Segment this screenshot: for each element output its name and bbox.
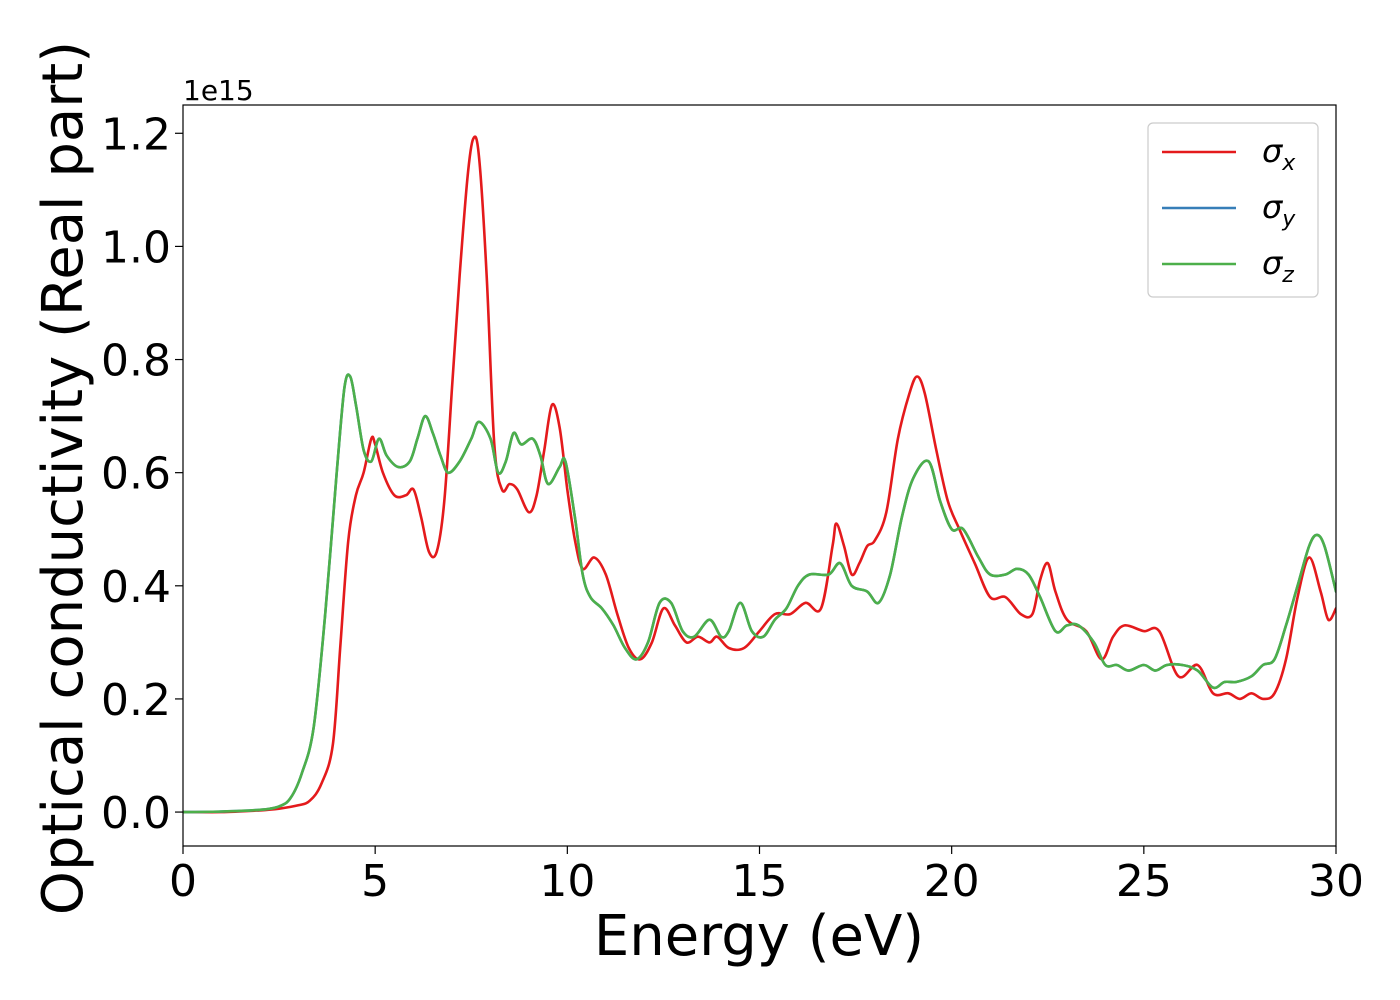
y-tick-label: 0.6 (101, 449, 171, 500)
y-tick-label: 0.2 (101, 675, 171, 726)
legend-label-z: σz (1262, 244, 1294, 288)
legend-label-y: σy (1262, 188, 1296, 232)
x-tick-label: 25 (1116, 856, 1172, 907)
legend: σx σy σz (1147, 122, 1319, 298)
y-axis-title: Optical conductivity (Real part) (31, 41, 96, 915)
legend-box (1147, 122, 1319, 298)
x-tick-label: 0 (169, 856, 197, 907)
x-tick-label: 5 (361, 856, 389, 907)
y-tick-label: 0.8 (101, 336, 171, 387)
y-tick-label: 1.0 (101, 222, 171, 273)
legend-label-x: σx (1262, 132, 1296, 176)
y-tick-label: 1.2 (101, 109, 171, 160)
x-tick-label: 10 (539, 856, 595, 907)
x-tick-label: 15 (732, 856, 788, 907)
x-axis-title: Energy (eV) (594, 904, 924, 969)
x-tick-label: 30 (1308, 856, 1364, 907)
series-line-z (183, 373, 1336, 814)
x-axis-ticks: 0 5 10 15 20 25 30 (169, 846, 1364, 907)
y-offset-label: 1e15 (183, 74, 254, 107)
series-line-x (183, 135, 1336, 814)
y-tick-label: 0.4 (101, 562, 171, 613)
series-layer (183, 135, 1336, 814)
x-tick-label: 20 (924, 856, 980, 907)
y-tick-label: 0.0 (101, 788, 171, 839)
y-axis-ticks: 0.0 0.2 0.4 0.6 0.8 1.0 1.2 (101, 109, 183, 839)
